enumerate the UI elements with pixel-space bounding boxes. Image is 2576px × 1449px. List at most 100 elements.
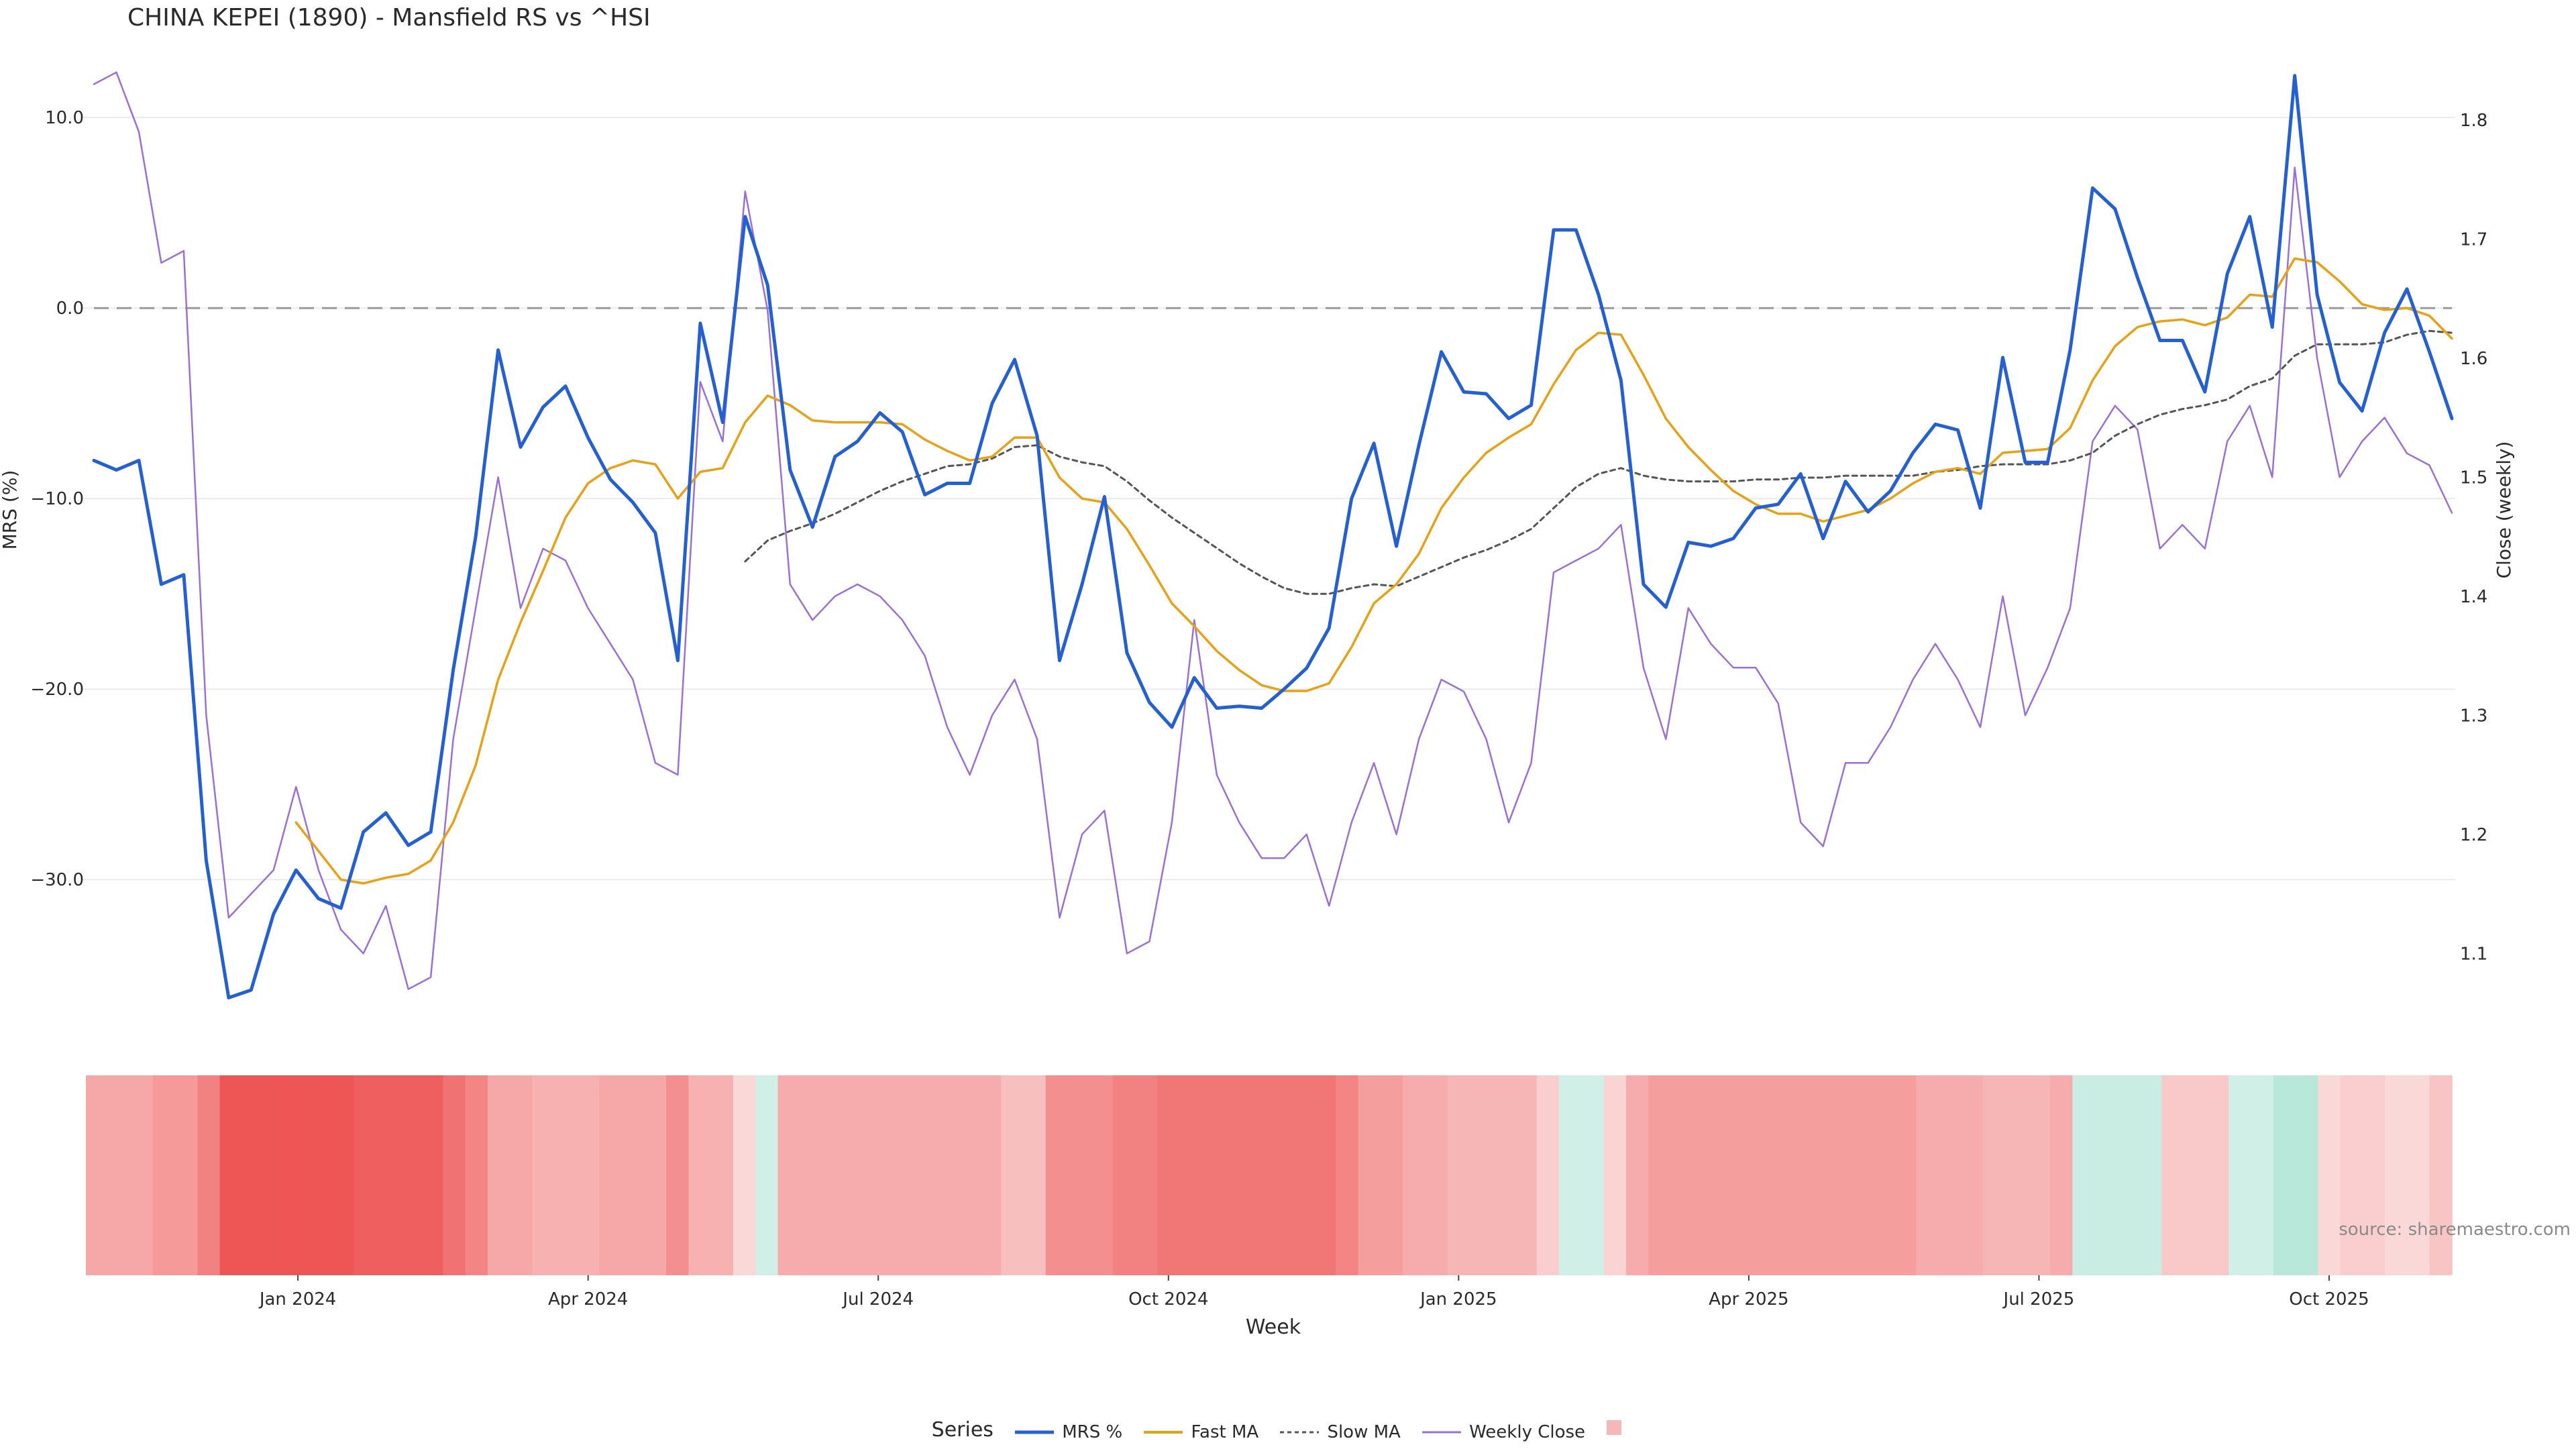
strip-cell: [309, 1075, 332, 1275]
y-tick-label-right: 1.8: [2460, 111, 2487, 131]
strip-cell: [1670, 1075, 1694, 1275]
x-tick-label: Jan 2024: [258, 1289, 337, 1309]
strip-cell: [1871, 1075, 1894, 1275]
strip-cell: [1358, 1075, 1381, 1275]
legend-item-strip[interactable]: [1605, 1419, 1629, 1436]
y-tick-label-right: 1.5: [2460, 468, 2487, 488]
legend-line-mrs-icon: [1015, 1430, 1055, 1434]
strip-cell: [978, 1075, 1002, 1275]
strip-cell: [1291, 1075, 1314, 1275]
x-axis-ticks: Jan 2024 Apr 2024 Jul 2024 Oct 2024 Jan 2025…: [258, 1275, 2369, 1309]
strip-cell: [219, 1075, 243, 1275]
strip-cell: [554, 1075, 578, 1275]
legend-title: Series: [931, 1418, 994, 1442]
strip-cell: [934, 1075, 957, 1275]
series-line-mrs: [92, 74, 2454, 1000]
strip-cell: [1224, 1075, 1248, 1275]
legend-item-fast-ma[interactable]: Fast MA: [1142, 1422, 1258, 1442]
strip-cell: [264, 1075, 288, 1275]
strip-cell: [956, 1075, 979, 1275]
y-tick-label-right: 1.4: [2460, 587, 2487, 607]
strip-cell: [398, 1075, 421, 1275]
strip-cell: [1514, 1075, 1538, 1275]
strip-cell: [1760, 1075, 1783, 1275]
strip-cell: [1693, 1075, 1716, 1275]
x-axis-label: Week: [1246, 1316, 1301, 1339]
strip-cell: [443, 1075, 466, 1275]
y-axis-label-left: MRS (%): [0, 470, 21, 550]
series-line-weekly-close: [93, 71, 2453, 990]
y-tick-label-left: 0.0: [56, 299, 84, 319]
y-axis-label-right: Close (weekly): [2493, 441, 2515, 579]
strip-cell: [286, 1075, 310, 1275]
strip-cell: [777, 1075, 801, 1275]
strip-cell: [1246, 1075, 1270, 1275]
strip-cell: [867, 1075, 890, 1275]
strip-cell: [1805, 1075, 1828, 1275]
legend-line-weekly-close-icon: [1422, 1431, 1462, 1434]
legend-item-mrs[interactable]: MRS %: [1014, 1422, 1122, 1442]
strip-cell: [532, 1075, 555, 1275]
strip-cell: [621, 1075, 645, 1275]
right-axis-ticks: 1.8 1.7 1.6 1.5 1.4 1.3 1.2 1.1: [2460, 111, 2487, 965]
x-tick-label: Jul 2025: [2002, 1289, 2075, 1309]
strip-cell: [2318, 1075, 2341, 1275]
legend-item-weekly-close[interactable]: Weekly Close: [1421, 1422, 1585, 1442]
strip-cell: [354, 1075, 377, 1275]
strip-cell: [241, 1075, 265, 1275]
strip-cell: [1269, 1075, 1292, 1275]
strip-cell: [1134, 1075, 1158, 1275]
legend-item-slow-ma[interactable]: Slow MA: [1279, 1422, 1401, 1442]
strip-cell: [2094, 1075, 2118, 1275]
gridlines: [80, 117, 2455, 881]
strip-cell: [1313, 1075, 1337, 1275]
strip-cell: [108, 1075, 131, 1275]
strip-cell: [1403, 1075, 1426, 1275]
strip-cell: [1559, 1075, 1582, 1275]
strip-cell: [599, 1075, 623, 1275]
strip-cell: [1157, 1075, 1181, 1275]
y-tick-label-left: −30.0: [30, 870, 84, 890]
strip-cell: [822, 1075, 846, 1275]
strip-cell: [1827, 1075, 1850, 1275]
strip-cell: [2184, 1075, 2207, 1275]
series-lines: [92, 71, 2454, 1000]
strip-cell: [1894, 1075, 1917, 1275]
legend-label-slow-ma: Slow MA: [1327, 1422, 1401, 1442]
strip-cell: [2206, 1075, 2230, 1275]
y-tick-label-right: 1.1: [2460, 944, 2487, 964]
strip-cell: [2072, 1075, 2096, 1275]
strip-cell: [1603, 1075, 1627, 1275]
strip-cell: [2161, 1075, 2185, 1275]
strip-cell: [643, 1075, 667, 1275]
strip-cell: [2229, 1075, 2252, 1275]
strip-cell: [2116, 1075, 2140, 1275]
strip-cell: [86, 1075, 109, 1275]
strip-cell: [2251, 1075, 2274, 1275]
x-tick-label: Oct 2025: [2289, 1289, 2369, 1309]
legend-label-weekly-close: Weekly Close: [1469, 1422, 1586, 1442]
y-tick-label-left: −20.0: [30, 680, 84, 700]
strip-cell: [1648, 1075, 1672, 1275]
strip-cell: [1447, 1075, 1470, 1275]
strip-cell: [1023, 1075, 1046, 1275]
strip-cell: [465, 1075, 488, 1275]
strip-cell: [1983, 1075, 2006, 1275]
legend-swatch-strip-icon: [1607, 1420, 1622, 1435]
strip-cell: [1469, 1075, 1493, 1275]
y-tick-label-right: 1.7: [2460, 229, 2487, 250]
strip-cell: [1625, 1075, 1649, 1275]
strip-cell: [1938, 1075, 1962, 1275]
strip-cell: [1380, 1075, 1403, 1275]
strip-cell: [1112, 1075, 1136, 1275]
x-tick-label: Apr 2024: [548, 1289, 628, 1309]
strip-cell: [666, 1075, 690, 1275]
series-line-fast-ma: [294, 257, 2453, 885]
strip-cell: [2050, 1075, 2074, 1275]
x-tick-label: Jan 2025: [1419, 1289, 1497, 1309]
x-tick-label: Oct 2024: [1128, 1289, 1208, 1309]
strip-cell: [2005, 1075, 2029, 1275]
strip-cell: [1045, 1075, 1069, 1275]
strip-cell: [1581, 1075, 1605, 1275]
